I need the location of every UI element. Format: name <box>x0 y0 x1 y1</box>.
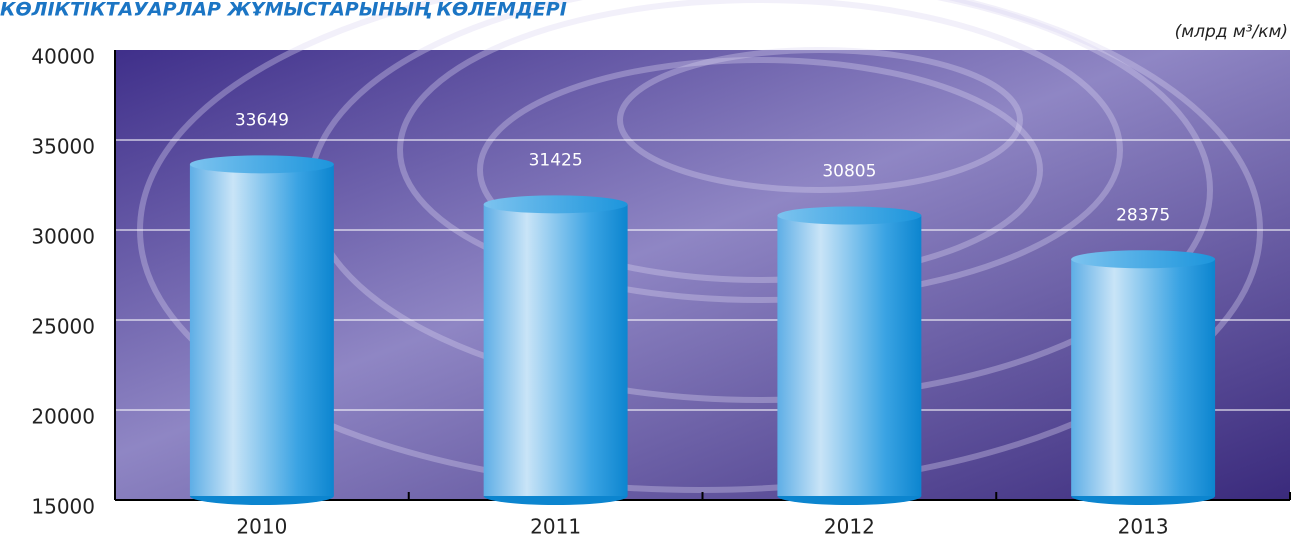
y-tick-label: 20000 <box>31 405 95 429</box>
y-tick-label: 15000 <box>31 495 95 519</box>
x-tick-label: 2011 <box>530 515 581 539</box>
unit-label: (млрд м³/км) <box>1175 22 1288 42</box>
value-label: 31425 <box>529 150 583 170</box>
y-tick-label: 40000 <box>31 45 95 69</box>
value-label: 30805 <box>822 162 876 182</box>
bar-top <box>777 206 922 225</box>
value-label: 28375 <box>1116 205 1170 225</box>
y-tick-label: 25000 <box>31 315 95 339</box>
bar <box>189 164 334 496</box>
value-label: 33649 <box>235 110 289 130</box>
bar-top <box>483 195 628 214</box>
y-tick-label: 35000 <box>31 135 95 159</box>
bar <box>1071 259 1216 496</box>
x-tick-label: 2013 <box>1118 515 1169 539</box>
x-tick-label: 2010 <box>236 515 287 539</box>
bar <box>483 204 628 496</box>
bar-top <box>189 155 334 174</box>
chart-title: КӨЛІКТІКТАУАРЛАР ЖҰМЫСТАРЫНЫҢ КӨЛЕМДЕРІ <box>0 0 567 21</box>
bar <box>777 215 922 496</box>
x-tick-label: 2012 <box>824 515 875 539</box>
y-tick-label: 30000 <box>31 225 95 249</box>
bar-top <box>1071 250 1216 269</box>
